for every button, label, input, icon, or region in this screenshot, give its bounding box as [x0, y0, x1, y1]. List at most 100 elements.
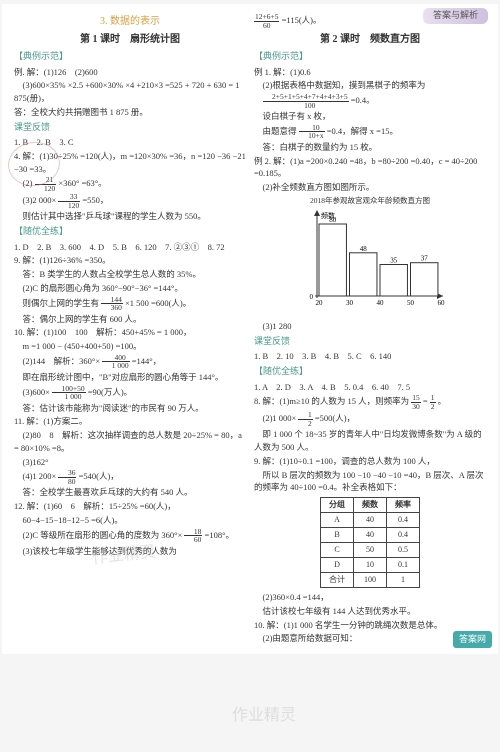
fraction: 4001 000: [102, 354, 129, 370]
answer-line: 9. 解：(1)126÷36% =350。: [14, 254, 246, 267]
t: (2)1 000×: [263, 413, 297, 423]
table-row: D100.1: [321, 558, 420, 573]
answer-line: (2)1 000× 12 =500(人)，: [254, 411, 486, 427]
answer-line: (3)600× 100+501 000 =90(万人)。: [14, 385, 246, 401]
table-header: 频数: [354, 498, 387, 513]
answer-line: 11. 解：(1)方案二。: [14, 415, 246, 428]
t: =550，: [82, 195, 108, 205]
den: 1 000: [102, 362, 129, 370]
fraction: 3680: [58, 469, 76, 485]
frequency-table: 分组频数频率 A400.4B400.4C500.5D100.1合计1001: [320, 497, 420, 588]
answer-line: (3)2 000× 33120 =550，: [14, 193, 246, 209]
den: 60: [254, 22, 279, 30]
t: 。: [438, 396, 447, 406]
den: 100: [263, 102, 349, 110]
fraction: 1530: [411, 394, 421, 410]
answer-line: 8. 解：(1)m≥10 的人数为 15 人，则频率为 1530 = 12 。: [254, 394, 486, 410]
histogram-chart: 频数8048353720304050600: [295, 208, 445, 318]
svg-text:40: 40: [377, 299, 385, 307]
answer-line: 则估计其中选择"乒乓球"课程的学生人数为 550。: [14, 210, 246, 223]
svg-text:20: 20: [316, 299, 324, 307]
answer-line: 所以 B 层次的频数为 100 −10 −40 −10 =40，B 层次、A 层…: [254, 469, 486, 495]
answer-line: 10. 解：(1)1 000 名学生一分钟的跳绳次数是总体。: [254, 619, 486, 632]
answer-line: 答：全校学生最喜欢乒乓球的大约有 540 人。: [14, 486, 246, 499]
answer-line: (2)C 等级所在扇形的圆心角的度数为 360°× 1860 =108°。: [14, 528, 246, 544]
t: ×360° =63°。: [58, 178, 106, 188]
fraction: 100+501 000: [52, 385, 85, 401]
t: (3)2 000×: [23, 195, 57, 205]
answer-line: (3)1 280: [254, 320, 486, 333]
svg-text:50: 50: [407, 299, 415, 307]
svg-text:60: 60: [438, 299, 446, 307]
answer-line: 1. D 2. B 3. 600 4. D 5. B 6. 120 7. ②③①…: [14, 241, 246, 254]
table-row: 合计1001: [321, 573, 420, 588]
answer-line: (2)C 的扇形圆心角为 360°−90°−36° =144°。: [14, 282, 246, 295]
label-class: 课堂反馈: [254, 335, 486, 349]
answer-line: (2)由题意所给数据可知：: [254, 632, 486, 645]
answer-line: 答：B 类学生的人数占全校学生总人数的 35%。: [14, 268, 246, 281]
answer-line: 例 2. 解：(1)a =200×0.240 =48，b =80÷200 =0.…: [254, 155, 486, 181]
den: 120: [35, 185, 57, 193]
label-example: 【典例示范】: [14, 50, 246, 64]
t: =500(人)，: [315, 413, 355, 423]
right-column: 12+6+560 =115(人)。 第 2 课时 频数直方图 【典例示范】 例 …: [250, 10, 490, 648]
answer-line: 10. 解：(1)100 100 解析：450+45% = 1 000，: [14, 326, 246, 339]
lesson-title-2: 第 2 课时 频数直方图: [254, 32, 486, 47]
answer-line: (2)144 解析：360°× 4001 000 =144°，: [14, 354, 246, 370]
table-cell: 0.4: [387, 513, 420, 528]
table-cell: B: [321, 528, 354, 543]
svg-text:48: 48: [360, 245, 368, 253]
den: 120: [58, 202, 80, 210]
den: 360: [101, 304, 123, 312]
lesson-title-1: 第 1 课时 扇形统计图: [14, 32, 246, 47]
answer-line: 设白棋子有 x 枚，: [254, 110, 486, 123]
table-header: 频率: [387, 498, 420, 513]
fraction: 1010+x: [299, 124, 325, 140]
answer-line: 即 1 000 个 18~35 岁的青年人中"日均发微博条数"为 A 级的人数为…: [254, 428, 486, 454]
fraction: 144360: [101, 296, 123, 312]
table-cell: 合计: [321, 573, 354, 588]
answer-line: 例 1. 解：(1)0.6: [254, 66, 486, 79]
table-cell: D: [321, 558, 354, 573]
table-cell: A: [321, 513, 354, 528]
table-cell: C: [321, 543, 354, 558]
table-row: B400.4: [321, 528, 420, 543]
t: 由题意得: [263, 126, 297, 136]
answer-line: 60−4−15−18−12−5 =6(人)。: [14, 514, 246, 527]
header-tag: 答案与解析: [423, 8, 488, 24]
answer-line: 1. B 2. 10 3. B 4. B 5. C 6. 140: [254, 350, 486, 363]
den: 60: [184, 536, 202, 544]
table-cell: 0.5: [387, 543, 420, 558]
fraction: 33120: [58, 193, 80, 209]
t: =144°，: [132, 356, 161, 366]
t: 则偶尔上网的学生有: [23, 297, 100, 307]
answer-line: (3)162°: [14, 456, 246, 469]
svg-text:0: 0: [310, 293, 314, 301]
answer-line: (2)补全频数直方图如图所示。: [254, 181, 486, 194]
answer-line: 9. 解：(1)10÷0.1 =100，调查的总人数为 100 人，: [254, 455, 486, 468]
table-cell: 50: [354, 543, 387, 558]
table-row: A400.4: [321, 513, 420, 528]
label-all: 【随优全练】: [14, 225, 246, 239]
table-cell: 0.4: [387, 528, 420, 543]
answer-line: (2)360×0.4 =144，: [254, 591, 486, 604]
t: ×1 500 =600(人)。: [125, 297, 191, 307]
fraction: 2+5+1+5+4+7+4+4+3+5100: [263, 93, 349, 109]
den: 30: [411, 403, 421, 411]
svg-text:30: 30: [346, 299, 354, 307]
table-cell: 10: [354, 558, 387, 573]
label-class: 课堂反馈: [14, 121, 246, 135]
t: (2)C 等级所在扇形的圆心角的度数为 360°×: [23, 529, 183, 539]
answer-line: 由题意得 1010+x =0.4，解得 x =15。: [254, 124, 486, 140]
label-all: 【随优全练】: [254, 365, 486, 379]
svg-text:35: 35: [390, 257, 398, 265]
answer-line: (4)1 200× 3680 =540(人)，: [14, 469, 246, 485]
table-cell: 100: [354, 573, 387, 588]
t: (2)144 解析：360°×: [23, 356, 101, 366]
ex-line: 例. 解：(1)126 (2)600: [14, 66, 246, 79]
table-cell: 1: [387, 573, 420, 588]
section-title: 3. 数据的表示: [14, 14, 246, 29]
answer-line: 答：白棋子的数量约为 15 枚。: [254, 141, 486, 154]
fraction: 12+6+560: [254, 13, 279, 29]
t: 8. 解：(1)m≥10 的人数为 15 人，则频率为: [254, 396, 409, 406]
